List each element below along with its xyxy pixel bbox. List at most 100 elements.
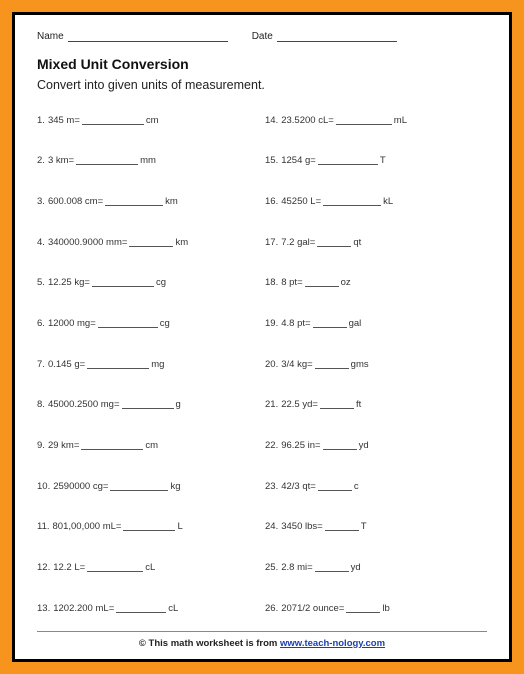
- answer-blank[interactable]: [315, 360, 349, 369]
- answer-blank[interactable]: [315, 563, 349, 572]
- problem-row: 20. 3/4 kg = gms: [265, 346, 487, 382]
- problem-number: 1.: [37, 115, 45, 126]
- answer-blank[interactable]: [92, 278, 154, 287]
- answer-blank[interactable]: [105, 197, 163, 206]
- problem-unit: mL: [394, 115, 407, 126]
- problem-unit: cg: [156, 277, 166, 288]
- equals-sign: =: [109, 603, 115, 614]
- equals-sign: =: [307, 359, 313, 370]
- answer-blank[interactable]: [318, 482, 352, 491]
- problem-lhs: 3 km: [48, 155, 69, 166]
- equals-sign: =: [103, 481, 109, 492]
- problem-row: 26. 2071/2 ounce = lb: [265, 590, 487, 626]
- answer-blank[interactable]: [116, 604, 166, 613]
- equals-sign: =: [90, 318, 96, 329]
- answer-blank[interactable]: [129, 238, 173, 247]
- equals-sign: =: [310, 237, 316, 248]
- problem-number: 23.: [265, 481, 278, 492]
- problem-unit: oz: [341, 277, 351, 288]
- problem-unit: cm: [145, 440, 158, 451]
- answer-blank[interactable]: [87, 360, 149, 369]
- answer-blank[interactable]: [123, 522, 175, 531]
- problem-lhs: 23.5200 cL: [281, 115, 328, 126]
- problem-row: 7. 0.145 g = mg: [37, 346, 259, 382]
- answer-blank[interactable]: [81, 441, 143, 450]
- worksheet-page: Name Date Mixed Unit Conversion Convert …: [12, 12, 512, 662]
- problem-unit: cL: [145, 562, 155, 573]
- answer-blank[interactable]: [323, 441, 357, 450]
- problem-number: 10.: [37, 481, 50, 492]
- date-label: Date: [252, 31, 273, 42]
- problem-row: 13. 1202.200 mL = cL: [37, 590, 259, 626]
- problem-lhs: 340000.9000 mm: [48, 237, 122, 248]
- equals-sign: =: [339, 603, 345, 614]
- problem-lhs: 96.25 in: [281, 440, 315, 451]
- problem-row: 18. 8 pt = oz: [265, 265, 487, 301]
- answer-blank[interactable]: [313, 319, 347, 328]
- problem-lhs: 801,00,000 mL: [53, 521, 116, 532]
- problem-number: 19.: [265, 318, 278, 329]
- answer-blank[interactable]: [82, 116, 144, 125]
- problem-unit: gms: [351, 359, 369, 370]
- problem-row: 23. 42/3 qt = c: [265, 468, 487, 504]
- answer-blank[interactable]: [320, 400, 354, 409]
- problem-unit: c: [354, 481, 359, 492]
- problem-unit: g: [176, 399, 181, 410]
- equals-sign: =: [305, 318, 311, 329]
- date-blank[interactable]: [277, 41, 397, 42]
- answer-blank[interactable]: [346, 604, 380, 613]
- equals-sign: =: [69, 155, 75, 166]
- problem-row: 6. 12000 mg = cg: [37, 305, 259, 341]
- problem-lhs: 345 m: [48, 115, 74, 126]
- problem-number: 26.: [265, 603, 278, 614]
- answer-blank[interactable]: [323, 197, 381, 206]
- instruction-text: Convert into given units of measurement.: [37, 78, 487, 92]
- answer-blank[interactable]: [87, 563, 143, 572]
- answer-blank[interactable]: [325, 522, 359, 531]
- equals-sign: =: [74, 115, 80, 126]
- problem-unit: ft: [356, 399, 361, 410]
- problem-unit: yd: [359, 440, 369, 451]
- problem-number: 17.: [265, 237, 278, 248]
- problem-row: 9. 29 km = cm: [37, 428, 259, 464]
- problem-unit: mg: [151, 359, 164, 370]
- problem-lhs: 2.8 mi: [281, 562, 307, 573]
- problem-unit: gal: [349, 318, 362, 329]
- equals-sign: =: [116, 521, 122, 532]
- problem-unit: km: [165, 196, 178, 207]
- problem-unit: kL: [383, 196, 393, 207]
- problem-row: 1. 345 m = cm: [37, 102, 259, 138]
- problem-unit: qt: [353, 237, 361, 248]
- problem-row: 22. 96.25 in = yd: [265, 428, 487, 464]
- answer-blank[interactable]: [76, 156, 138, 165]
- problem-unit: cg: [160, 318, 170, 329]
- footer: © This math worksheet is from www.teach-…: [37, 631, 487, 649]
- equals-sign: =: [315, 440, 321, 451]
- equals-sign: =: [310, 481, 316, 492]
- answer-blank[interactable]: [336, 116, 392, 125]
- problem-unit: cL: [168, 603, 178, 614]
- problem-lhs: 2590000 cg: [53, 481, 103, 492]
- equals-sign: =: [310, 155, 316, 166]
- problem-row: 2. 3 km = mm: [37, 143, 259, 179]
- answer-blank[interactable]: [98, 319, 158, 328]
- answer-blank[interactable]: [110, 482, 168, 491]
- footer-prefix: © This math worksheet is from: [139, 638, 280, 649]
- problem-row: 24. 3450 lbs = T: [265, 509, 487, 545]
- problem-number: 3.: [37, 196, 45, 207]
- problems-grid: 1. 345 m = cm14. 23.5200 cL = mL2. 3 km …: [37, 102, 487, 631]
- problem-number: 12.: [37, 562, 50, 573]
- answer-blank[interactable]: [305, 278, 339, 287]
- answer-blank[interactable]: [317, 238, 351, 247]
- problem-lhs: 12.2 L: [53, 562, 79, 573]
- equals-sign: =: [312, 399, 318, 410]
- problem-row: 16. 45250 L = kL: [265, 183, 487, 219]
- name-field: Name: [37, 31, 228, 42]
- problem-row: 15. 1254 g = T: [265, 143, 487, 179]
- answer-blank[interactable]: [318, 156, 378, 165]
- answer-blank[interactable]: [122, 400, 174, 409]
- problem-unit: yd: [351, 562, 361, 573]
- footer-link[interactable]: www.teach-nology.com: [280, 638, 385, 649]
- problem-number: 25.: [265, 562, 278, 573]
- name-blank[interactable]: [68, 41, 228, 42]
